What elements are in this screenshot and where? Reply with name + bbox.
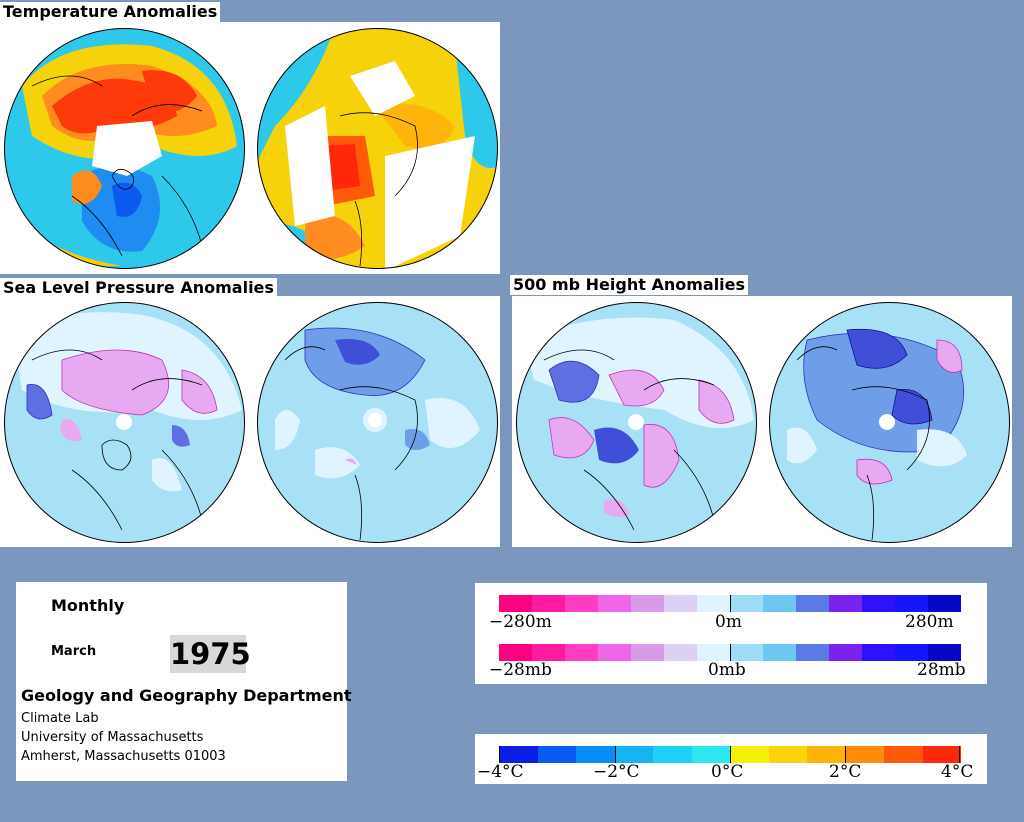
university-label: University of Massachusetts	[21, 730, 204, 745]
temperature-legend: −4°C −2°C 0°C 2°C 4°C	[475, 734, 987, 784]
height-swatch-1	[532, 595, 565, 612]
height-swatch-0	[499, 595, 532, 612]
temperature-swatch-11	[922, 746, 961, 763]
pressure-color-ramp	[499, 644, 961, 661]
height-pressure-legend: −280m 0m 280m −28mb 0mb 28mb	[475, 583, 987, 684]
pressure-swatch-9	[796, 644, 829, 661]
temperature-swatch-10	[884, 746, 923, 763]
pressure-zero-tick	[730, 644, 731, 661]
slp-globe-north	[2, 300, 247, 545]
temp-label-2: 2°C	[829, 762, 862, 782]
height500-globe-south	[767, 300, 1012, 545]
pressure-swatch-10	[829, 644, 862, 661]
period-label: Monthly	[51, 596, 125, 615]
pressure-swatch-6	[697, 644, 730, 661]
height-swatch-9	[796, 595, 829, 612]
pressure-swatch-11	[862, 644, 895, 661]
temperature-swatch-3	[614, 746, 653, 763]
temp-tick-2	[845, 746, 846, 763]
height-swatch-6	[697, 595, 730, 612]
temp-label-0: 0°C	[711, 762, 744, 782]
address-label: Amherst, Massachusetts 01003	[21, 749, 226, 764]
pressure-swatch-8	[763, 644, 796, 661]
temp-label-m4: −4°C	[477, 762, 524, 782]
height-swatch-3	[598, 595, 631, 612]
temperature-globe-south	[255, 26, 500, 271]
temperature-swatch-5	[691, 746, 730, 763]
temperature-swatch-8	[807, 746, 846, 763]
temp-tick-4	[959, 746, 960, 763]
height-swatch-13	[928, 595, 961, 612]
height500-globe-north	[514, 300, 759, 545]
pressure-zero-label: 0mb	[708, 660, 746, 680]
month-label: March	[51, 644, 97, 659]
temperature-swatch-7	[768, 746, 807, 763]
lab-label: Climate Lab	[21, 711, 99, 726]
pressure-swatch-3	[598, 644, 631, 661]
height-swatch-2	[565, 595, 598, 612]
height-swatch-8	[763, 595, 796, 612]
info-box: Monthly March 1975 Geology and Geography…	[16, 582, 352, 781]
slp-title: Sea Level Pressure Anomalies	[0, 278, 277, 298]
height-min-label: −280m	[489, 612, 552, 632]
height-zero-label: 0m	[715, 612, 742, 632]
temp-tick-m2	[615, 746, 616, 763]
pressure-swatch-4	[631, 644, 664, 661]
pressure-swatch-0	[499, 644, 532, 661]
height-swatch-11	[862, 595, 895, 612]
temperature-swatch-4	[653, 746, 692, 763]
year-label: 1975	[170, 635, 251, 673]
temperature-swatch-9	[845, 746, 884, 763]
pressure-swatch-1	[532, 644, 565, 661]
pressure-min-label: −28mb	[489, 660, 552, 680]
slp-globe-south	[255, 300, 500, 545]
pressure-swatch-2	[565, 644, 598, 661]
height-zero-tick	[730, 595, 731, 612]
temperature-title: Temperature Anomalies	[0, 2, 221, 22]
height-swatch-10	[829, 595, 862, 612]
pressure-swatch-12	[895, 644, 928, 661]
pressure-swatch-13	[928, 644, 961, 661]
temperature-swatch-1	[537, 746, 576, 763]
temperature-swatch-0	[499, 746, 538, 763]
temp-tick-0	[730, 746, 731, 763]
pressure-swatch-7	[730, 644, 763, 661]
temperature-swatch-2	[576, 746, 615, 763]
height-color-ramp	[499, 595, 961, 612]
temp-label-m2: −2°C	[593, 762, 640, 782]
height-swatch-7	[730, 595, 763, 612]
pressure-max-label: 28mb	[917, 660, 966, 680]
department-label: Geology and Geography Department	[21, 686, 352, 705]
temp-tick-m4	[499, 746, 500, 763]
temperature-swatch-6	[730, 746, 769, 763]
height-swatch-5	[664, 595, 697, 612]
temperature-color-ramp	[499, 746, 961, 763]
height-swatch-12	[895, 595, 928, 612]
pressure-swatch-5	[664, 644, 697, 661]
temp-label-4: 4°C	[941, 762, 974, 782]
temperature-globe-north	[2, 26, 247, 271]
height500-title: 500 mb Height Anomalies	[510, 275, 749, 295]
height-swatch-4	[631, 595, 664, 612]
height-max-label: 280m	[905, 612, 954, 632]
